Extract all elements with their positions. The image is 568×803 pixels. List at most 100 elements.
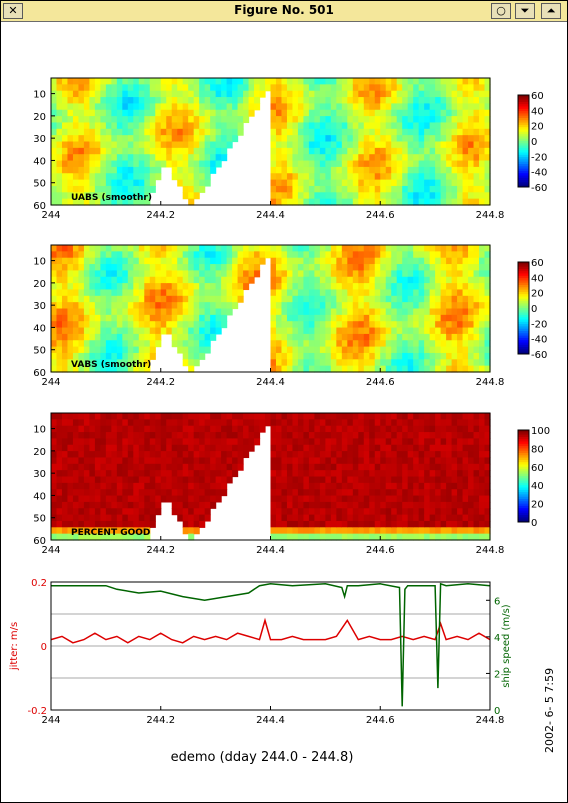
heatmap-cell <box>286 413 294 420</box>
heatmap-cell <box>484 346 491 354</box>
heatmap-cell <box>149 314 156 322</box>
chevron-up-icon[interactable]: ⏶ <box>541 3 561 19</box>
heatmap-cell <box>435 520 442 528</box>
heatmap-cell <box>440 302 447 310</box>
heatmap-cell <box>243 90 250 98</box>
heatmap-cell <box>303 451 310 459</box>
heatmap-cell <box>479 352 486 360</box>
x-tick-label: 244.8 <box>476 210 505 221</box>
heatmap-cell <box>193 245 200 252</box>
heatmap-cell <box>232 413 239 420</box>
heatmap-cell <box>396 160 403 168</box>
heatmap-cell <box>116 276 123 284</box>
heatmap-cell <box>199 270 206 278</box>
heatmap-cell <box>72 451 80 459</box>
colorbar-swatch <box>518 301 529 304</box>
heatmap-cell <box>325 166 332 174</box>
heatmap-cell <box>407 84 414 92</box>
heatmap-cell <box>457 78 464 85</box>
heatmap-cell <box>413 166 420 174</box>
heatmap-cell <box>160 419 167 427</box>
title-bar[interactable]: ✕ Figure No. 501 ○ ⏷ ⏶ <box>1 1 567 22</box>
heatmap-cell <box>462 251 469 259</box>
heatmap-cell <box>83 185 91 193</box>
heatmap-cell <box>308 173 315 181</box>
heatmap-cell <box>457 321 464 329</box>
heatmap-cell <box>111 359 118 367</box>
heatmap-cell <box>358 533 365 541</box>
heatmap-cell <box>188 346 195 354</box>
heatmap-cell <box>232 432 239 439</box>
heatmap-cell <box>116 154 123 162</box>
heatmap-cell <box>226 135 233 143</box>
heatmap-cell <box>275 438 283 446</box>
heatmap-cell <box>248 103 255 111</box>
heatmap-cell <box>363 166 370 174</box>
heatmap-cell <box>385 251 392 259</box>
heatmap-cell <box>83 289 91 297</box>
heatmap-cell <box>116 166 123 174</box>
heatmap-cell <box>479 84 486 92</box>
heatmap-cell <box>336 295 343 303</box>
heatmap-cell <box>407 192 414 200</box>
heatmap-cell <box>429 340 436 348</box>
heatmap-cell <box>396 103 403 111</box>
heatmap-cell <box>177 444 184 452</box>
heatmap-cell <box>303 116 310 124</box>
heatmap-cell <box>297 147 305 155</box>
heatmap-cell <box>78 359 85 367</box>
heatmap-cell <box>281 482 288 490</box>
chevron-down-icon[interactable]: ⏷ <box>515 3 535 19</box>
heatmap-cell <box>72 482 80 490</box>
heatmap-cell <box>402 346 409 354</box>
heatmap-cell <box>144 482 151 490</box>
heatmap-cell <box>177 508 184 516</box>
heatmap-cell <box>248 438 255 446</box>
heatmap-cell <box>144 514 151 522</box>
colorbar-swatch <box>518 508 529 511</box>
heatmap-cell <box>407 78 414 85</box>
heatmap-cell <box>440 103 447 111</box>
heatmap-cell <box>347 109 354 117</box>
heatmap-cell <box>215 251 222 259</box>
heatmap-cell <box>292 476 299 484</box>
heatmap-cell <box>402 103 409 111</box>
heatmap-cell <box>237 463 244 471</box>
heatmap-cell <box>292 302 299 310</box>
heatmap-cell <box>484 365 491 373</box>
heatmap-cell <box>413 476 420 484</box>
heatmap-cell <box>473 308 480 316</box>
heatmap-cell <box>133 154 140 162</box>
heatmap-cell <box>308 257 315 265</box>
heatmap-cell <box>133 116 140 124</box>
heatmap-cell <box>363 359 370 367</box>
heatmap-cell <box>188 198 195 206</box>
heatmap-cell <box>144 470 151 478</box>
heatmap-cell <box>149 245 156 252</box>
heatmap-cell <box>204 514 211 522</box>
colorbar-swatch <box>518 434 529 438</box>
heatmap-cell <box>56 359 63 367</box>
close-icon[interactable]: ✕ <box>3 3 23 19</box>
heatmap-cell <box>56 289 63 297</box>
heatmap-cell <box>391 489 398 497</box>
heatmap-cell <box>396 365 403 373</box>
heatmap-cell <box>78 514 85 522</box>
heatmap-cell <box>127 257 134 265</box>
heatmap-cell <box>83 103 91 111</box>
heatmap-cell <box>105 508 112 516</box>
heatmap-cell <box>237 283 244 291</box>
heatmap-cell <box>232 463 239 471</box>
heatmap-cell <box>352 135 359 143</box>
heatmap-cell <box>369 333 376 341</box>
heatmap-cell <box>341 508 348 516</box>
heatmap-cell <box>468 308 475 316</box>
heatmap-cell <box>281 346 288 354</box>
circle-icon[interactable]: ○ <box>491 3 511 19</box>
heatmap-cell <box>457 476 464 484</box>
heatmap-cell <box>138 413 145 420</box>
heatmap-cell <box>188 173 195 181</box>
heatmap-cell <box>144 432 151 439</box>
heatmap-cell <box>122 289 129 297</box>
heatmap-cell <box>204 308 211 316</box>
